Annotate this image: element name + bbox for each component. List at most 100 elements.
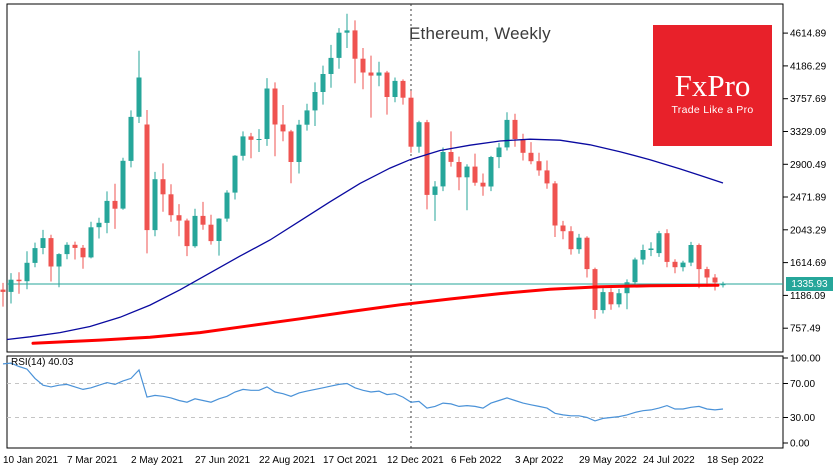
price-axis-label: 3329.09 [790,127,827,138]
fxpro-logo-brand: FxPro [674,67,751,103]
candle-body [480,182,486,187]
candle-body [528,152,534,162]
candle-body [360,58,366,73]
candle-body [576,237,582,250]
candle-body [584,237,590,270]
date-axis-label: 29 May 2022 [579,455,637,466]
candle-body [616,293,622,305]
date-axis-label: 18 Sep 2022 [707,455,764,466]
candle-body [32,248,38,263]
candle-body [344,30,350,33]
candle-body [40,238,46,248]
candle-body [656,233,662,254]
candle-body [200,215,206,225]
candle-body [432,186,438,195]
candle-body [112,200,118,209]
candle-body [608,292,614,305]
candle-body [272,88,278,125]
candle-body [448,152,454,162]
candle-body [632,259,638,283]
candle-body [704,269,710,278]
candle-body [688,245,694,263]
candle-body [264,88,270,139]
candle-body [720,284,726,286]
price-axis-label: 1186.09 [790,291,826,302]
ma-line-red [31,283,720,345]
candle-body [144,124,150,231]
candle-body [336,32,342,58]
candle-body [392,80,398,97]
candle-body [232,155,238,193]
candle-body [680,262,686,268]
candle-body [488,157,494,187]
candle-body [216,218,222,241]
rsi-axis-label: 0.00 [790,439,810,450]
date-axis-label: 12 Dec 2021 [387,455,444,466]
fxpro-logo: FxPro Trade Like a Pro [653,25,772,146]
candles-group [0,13,726,319]
candle-body [136,77,142,117]
candle-body [208,224,214,242]
current-price-badge: 1335.93 [786,277,833,291]
date-axis-label: 3 Apr 2022 [515,455,564,466]
candle-body [496,147,502,158]
candle-body [256,139,262,140]
date-axis-label: 6 Feb 2022 [451,455,502,466]
candle-body [464,166,470,178]
candle-body [624,282,630,294]
chart-title: Ethereum, Weekly [409,24,551,43]
candle-body [568,231,574,250]
price-axis-label: 2900.49 [790,160,827,171]
candle-body [640,250,646,260]
candle-body [416,122,422,147]
date-axis-label: 27 Jun 2021 [195,455,250,466]
candle-body [712,277,718,283]
rsi-axis-label: 30.00 [790,413,815,424]
candle-body [400,80,406,98]
candle-body [24,262,30,282]
candle-body [648,248,654,250]
candle-body [280,124,286,132]
candle-body [408,97,414,147]
candle-body [0,289,6,292]
candle-body [296,124,302,162]
date-axis-label: 22 Aug 2021 [259,455,316,466]
fxpro-logo-tagline: Trade Like a Pro [671,103,754,116]
rsi-axis-label: 70.00 [790,379,815,390]
price-axis-label: 2043.29 [790,225,827,236]
candle-body [320,74,326,92]
candle-body [16,279,22,282]
price-axis-label: 757.49 [790,324,821,335]
candle-body [352,30,358,59]
candle-body [512,119,518,139]
rsi-line [2,362,724,422]
candle-body [376,72,382,76]
candle-body [536,161,542,171]
candle-body [56,254,62,267]
rsi-axis-label: 100.00 [790,354,821,365]
candle-body [184,220,190,247]
candle-body [696,245,702,270]
candle-body [96,222,102,228]
rsi-indicator-label: RSI(14) 40.03 [11,357,74,368]
candle-body [304,110,310,125]
main-panel-border [6,3,784,353]
candle-body [224,192,230,219]
candle-body [48,238,54,267]
candle-body [248,136,254,140]
candle-body [384,72,390,97]
candle-body [192,215,198,247]
price-axis-label: 3757.69 [790,94,827,105]
candle-body [88,227,94,258]
candle-body [104,200,110,223]
candle-body [368,72,374,76]
ma-line-blue [6,138,724,341]
candle-body [128,116,134,161]
candle-body [600,292,606,311]
candle-body [168,194,174,216]
candle-body [80,247,86,258]
date-axis-label: 2 May 2021 [131,455,184,466]
candle-body [592,269,598,310]
